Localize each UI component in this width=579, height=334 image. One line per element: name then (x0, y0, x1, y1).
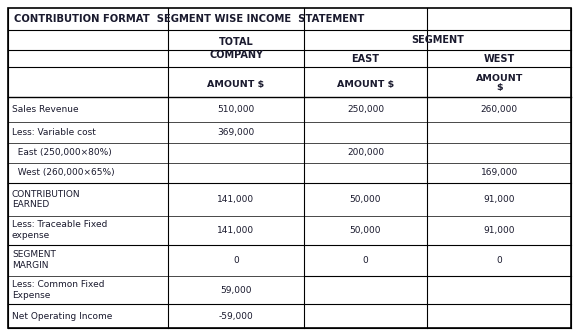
Text: 91,000: 91,000 (483, 226, 515, 235)
Text: Less: Traceable Fixed
expense: Less: Traceable Fixed expense (12, 220, 107, 240)
Text: TOTAL
COMPANY: TOTAL COMPANY (209, 37, 263, 60)
Text: SEGMENT
MARGIN: SEGMENT MARGIN (12, 250, 56, 270)
Text: CONTRIBUTION FORMAT  SEGMENT WISE INCOME  STATEMENT: CONTRIBUTION FORMAT SEGMENT WISE INCOME … (14, 14, 364, 24)
Text: EAST: EAST (351, 53, 379, 63)
Text: WEST: WEST (483, 53, 515, 63)
Text: 250,000: 250,000 (347, 105, 384, 114)
Text: West (260,000×65%): West (260,000×65%) (12, 168, 115, 177)
Text: 50,000: 50,000 (350, 226, 381, 235)
Text: 369,000: 369,000 (217, 128, 255, 137)
Text: 91,000: 91,000 (483, 195, 515, 204)
Text: 0: 0 (233, 256, 239, 265)
Text: -59,000: -59,000 (219, 312, 254, 321)
Text: Less: Common Fixed
Expense: Less: Common Fixed Expense (12, 280, 104, 300)
Text: 0: 0 (362, 256, 368, 265)
Text: AMOUNT $: AMOUNT $ (337, 79, 394, 89)
Text: 50,000: 50,000 (350, 195, 381, 204)
Text: East (250,000×80%): East (250,000×80%) (12, 148, 112, 157)
Text: $: $ (496, 83, 503, 92)
Text: AMOUNT $: AMOUNT $ (207, 79, 265, 89)
Text: Sales Revenue: Sales Revenue (12, 105, 79, 114)
Text: AMOUNT: AMOUNT (475, 74, 523, 83)
Text: 200,000: 200,000 (347, 148, 384, 157)
Text: 260,000: 260,000 (481, 105, 518, 114)
Text: 0: 0 (496, 256, 502, 265)
Text: 59,000: 59,000 (220, 286, 252, 295)
Text: 141,000: 141,000 (218, 195, 255, 204)
Text: 510,000: 510,000 (217, 105, 255, 114)
Text: Net Operating Income: Net Operating Income (12, 312, 112, 321)
Text: Less: Variable cost: Less: Variable cost (12, 128, 96, 137)
Text: 141,000: 141,000 (218, 226, 255, 235)
Text: 169,000: 169,000 (481, 168, 518, 177)
Text: SEGMENT: SEGMENT (411, 35, 464, 45)
Text: CONTRIBUTION
EARNED: CONTRIBUTION EARNED (12, 190, 80, 209)
